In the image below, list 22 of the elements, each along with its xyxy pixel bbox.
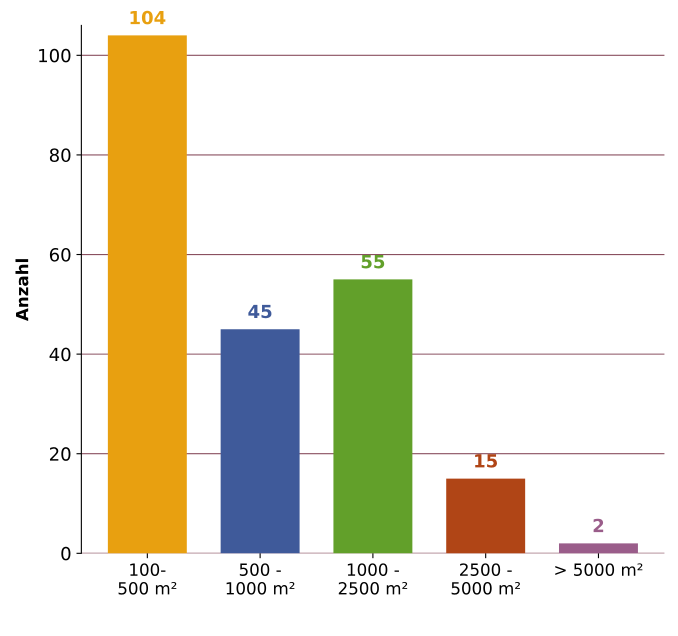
bar bbox=[446, 478, 526, 554]
bar bbox=[333, 279, 412, 554]
x-tick-label: 2500 - 5000 m² bbox=[452, 563, 520, 595]
y-tick-label: 0 bbox=[61, 546, 70, 560]
x-tick-label: 500 - 1000 m² bbox=[226, 563, 294, 595]
y-tick-label: 60 bbox=[50, 248, 70, 262]
y-tick-label: 20 bbox=[50, 447, 70, 461]
data-label: 55 bbox=[362, 255, 384, 268]
y-axis-title: Anzahl bbox=[15, 259, 28, 321]
y-tick-label: 80 bbox=[50, 148, 70, 162]
x-tick-label: 100- 500 m² bbox=[118, 563, 176, 595]
x-tick-label: 1000 - 2500 m² bbox=[338, 563, 408, 595]
data-label: 2 bbox=[594, 518, 604, 532]
y-tick-label: 40 bbox=[50, 348, 70, 362]
data-label: 45 bbox=[248, 304, 272, 318]
x-tick-label: > 5000 m² bbox=[555, 563, 642, 576]
data-label: 15 bbox=[475, 454, 497, 468]
y-tick-label: 100 bbox=[39, 48, 70, 62]
bar bbox=[108, 35, 187, 554]
bar bbox=[558, 543, 638, 554]
data-label: 104 bbox=[130, 10, 166, 24]
bar bbox=[220, 329, 300, 554]
